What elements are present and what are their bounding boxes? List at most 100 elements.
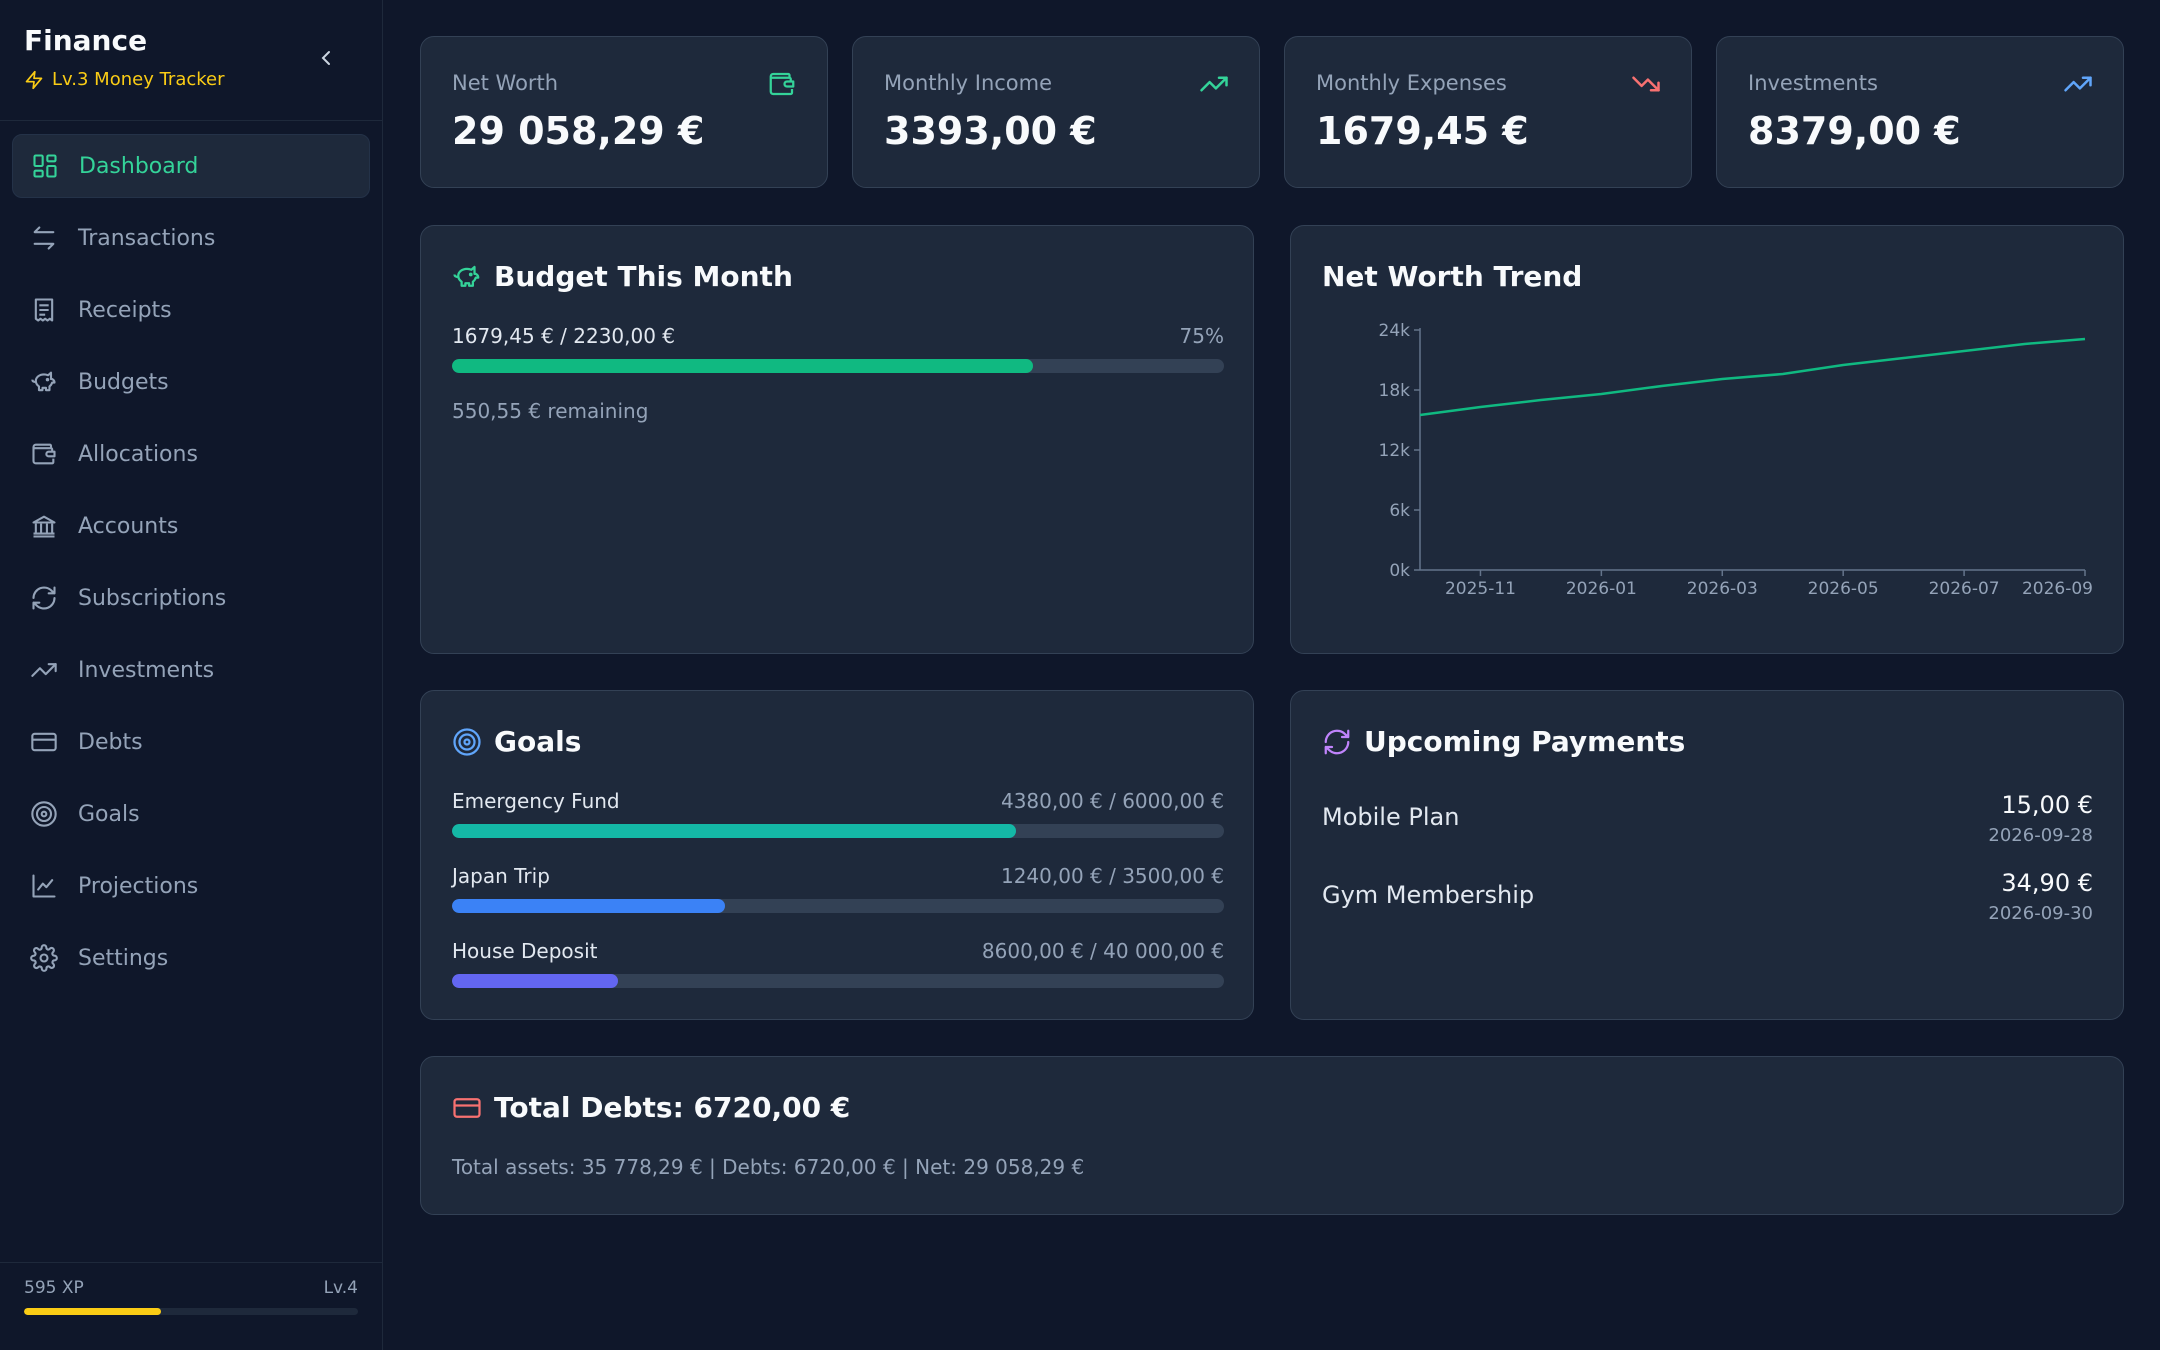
sidebar-item-label: Settings: [78, 945, 169, 971]
debts-card: Total Debts: 6720,00 € Total assets: 35 …: [420, 1056, 2124, 1215]
trending-up-icon: [1200, 76, 1228, 92]
budget-progress-fill: [452, 359, 1034, 373]
sidebar-item-label: Transactions: [78, 225, 216, 251]
y-tick-label: 18k: [1379, 381, 1411, 401]
stat-card-net-worth: Net Worth 29 058,29 €: [420, 36, 828, 188]
x-tick-label: 2026-07: [1929, 579, 2000, 599]
goal-progress-fill: [452, 899, 726, 913]
goals-card: Goals Emergency Fund 4380,00 € / 6000,00…: [420, 690, 1254, 1020]
goal-name: Japan Trip: [452, 864, 550, 888]
goal-row: House Deposit 8600,00 € / 40 000,00 €: [452, 939, 1224, 963]
bank-icon: [32, 515, 56, 538]
goal-progress-bar: [452, 899, 1224, 913]
collapse-sidebar-button[interactable]: [316, 46, 336, 70]
trending-up-icon: [31, 663, 57, 677]
sidebar: Finance Lv.3 Money Tracker Dashboard Tra…: [0, 0, 383, 1350]
wallet-icon: [32, 443, 56, 465]
payment-date: 2026-09-30: [1988, 903, 2093, 924]
goal-name: House Deposit: [452, 939, 598, 963]
refresh-icon: [32, 586, 56, 610]
gear-icon: [30, 944, 58, 972]
lightning-icon: [25, 70, 43, 89]
goal-progress-bar: [452, 974, 1224, 988]
goal-progress-fill: [452, 974, 618, 988]
brand: Finance Lv.3 Money Tracker: [24, 24, 225, 90]
payment-date: 2026-09-28: [1988, 825, 2093, 846]
stat-label: Net Worth: [452, 71, 559, 95]
y-tick-label: 6k: [1389, 501, 1410, 521]
payments-title: Upcoming Payments: [1322, 725, 1685, 758]
sidebar-item-allocations[interactable]: Allocations: [12, 422, 370, 486]
sidebar-item-budgets[interactable]: Budgets: [12, 350, 370, 414]
debts-title: Total Debts: 6720,00 €: [452, 1091, 850, 1124]
target-icon: [31, 801, 57, 827]
trending-up-icon: [2064, 76, 2092, 92]
payment-amount: 34,90 €: [2001, 869, 2093, 897]
sidebar-item-projections[interactable]: Projections: [12, 854, 370, 918]
sidebar-item-accounts[interactable]: Accounts: [12, 494, 370, 558]
sidebar-item-debts[interactable]: Debts: [12, 710, 370, 774]
y-tick-label: 12k: [1379, 441, 1411, 461]
sidebar-item-label: Allocations: [78, 441, 198, 467]
goal-row: Emergency Fund 4380,00 € / 6000,00 €: [452, 789, 1224, 813]
sidebar-nav: Dashboard Transactions Receipts Budgets …: [12, 134, 370, 998]
receipt-icon: [34, 298, 54, 322]
debts-title-text: Total Debts: 6720,00 €: [494, 1091, 851, 1124]
sidebar-item-transactions[interactable]: Transactions: [12, 206, 370, 270]
piggy-bank-icon: [453, 265, 480, 287]
x-tick-label: 2025-11: [1445, 579, 1516, 599]
sidebar-item-investments[interactable]: Investments: [12, 638, 370, 702]
xp-row: 595 XP Lv.4: [24, 1278, 358, 1298]
target-icon: [453, 727, 481, 756]
budget-row: 1679,45 € / 2230,00 € 75%: [452, 324, 1224, 348]
sidebar-item-label: Dashboard: [79, 153, 199, 179]
net-worth-line: [1419, 337, 2086, 417]
x-tick-label: 2026-05: [1808, 579, 1879, 599]
goals-title: Goals: [452, 725, 581, 758]
sidebar-item-label: Goals: [78, 801, 140, 827]
xp-bar-fill: [24, 1308, 161, 1315]
level-badge: Lv.3 Money Tracker: [24, 69, 225, 90]
y-tick-label: 0k: [1389, 561, 1410, 581]
sidebar-item-label: Investments: [78, 657, 215, 683]
dashboard-icon: [33, 154, 57, 178]
goal-progress-fill: [452, 824, 1016, 838]
sidebar-divider: [0, 120, 382, 121]
goal-row: Japan Trip 1240,00 € / 3500,00 €: [452, 864, 1224, 888]
sidebar-item-receipts[interactable]: Receipts: [12, 278, 370, 342]
stat-label: Monthly Expenses: [1316, 71, 1507, 95]
sidebar-item-subscriptions[interactable]: Subscriptions: [12, 566, 370, 630]
sidebar-item-settings[interactable]: Settings: [12, 926, 370, 990]
stat-label: Investments: [1748, 71, 1878, 95]
budget-spent: 1679,45 € / 2230,00 €: [452, 324, 676, 348]
net-worth-chart: 0k 6k 12k 18k 24k 2025-11 2026-01 2026-03 2026-0…: [1379, 321, 2093, 599]
sidebar-item-label: Subscriptions: [78, 585, 227, 611]
level-label: Lv.3 Money Tracker: [52, 69, 225, 90]
piggy-bank-icon: [31, 371, 56, 392]
y-tick-label: 24k: [1379, 321, 1411, 341]
sidebar-item-dashboard[interactable]: Dashboard: [12, 134, 370, 198]
sidebar-divider: [0, 1262, 382, 1263]
credit-card-icon: [453, 1097, 481, 1118]
stat-card-monthly-income: Monthly Income 3393,00 €: [852, 36, 1260, 188]
net-worth-trend-card: Net Worth Trend 0k 6k 12k 18k 24k 2025-11 2026…: [1290, 225, 2124, 654]
sidebar-item-goals[interactable]: Goals: [12, 782, 370, 846]
goal-progress-bar: [452, 824, 1224, 838]
stat-value: 29 058,29 €: [452, 109, 705, 153]
stat-value: 1679,45 €: [1316, 109, 1529, 153]
refresh-icon: [1324, 729, 1350, 754]
goal-amount: 1240,00 € / 3500,00 €: [1000, 864, 1224, 888]
stat-label: Monthly Income: [884, 71, 1053, 95]
goals-title-text: Goals: [494, 725, 582, 758]
budget-percent: 75%: [1179, 324, 1224, 348]
xp-progress: 595 XP Lv.4: [24, 1278, 358, 1315]
x-tick-label: 2026-03: [1687, 579, 1758, 599]
xp-level: Lv.4: [323, 1278, 358, 1298]
stat-card-monthly-expenses: Monthly Expenses 1679,45 €: [1284, 36, 1692, 188]
budget-title: Budget This Month: [452, 260, 793, 293]
goal-amount: 4380,00 € / 6000,00 €: [1000, 789, 1224, 813]
arrows-exchange-icon: [33, 226, 55, 250]
stat-value: 3393,00 €: [884, 109, 1097, 153]
x-tick-label: 2026-01: [1566, 579, 1637, 599]
credit-card-icon: [31, 732, 57, 752]
